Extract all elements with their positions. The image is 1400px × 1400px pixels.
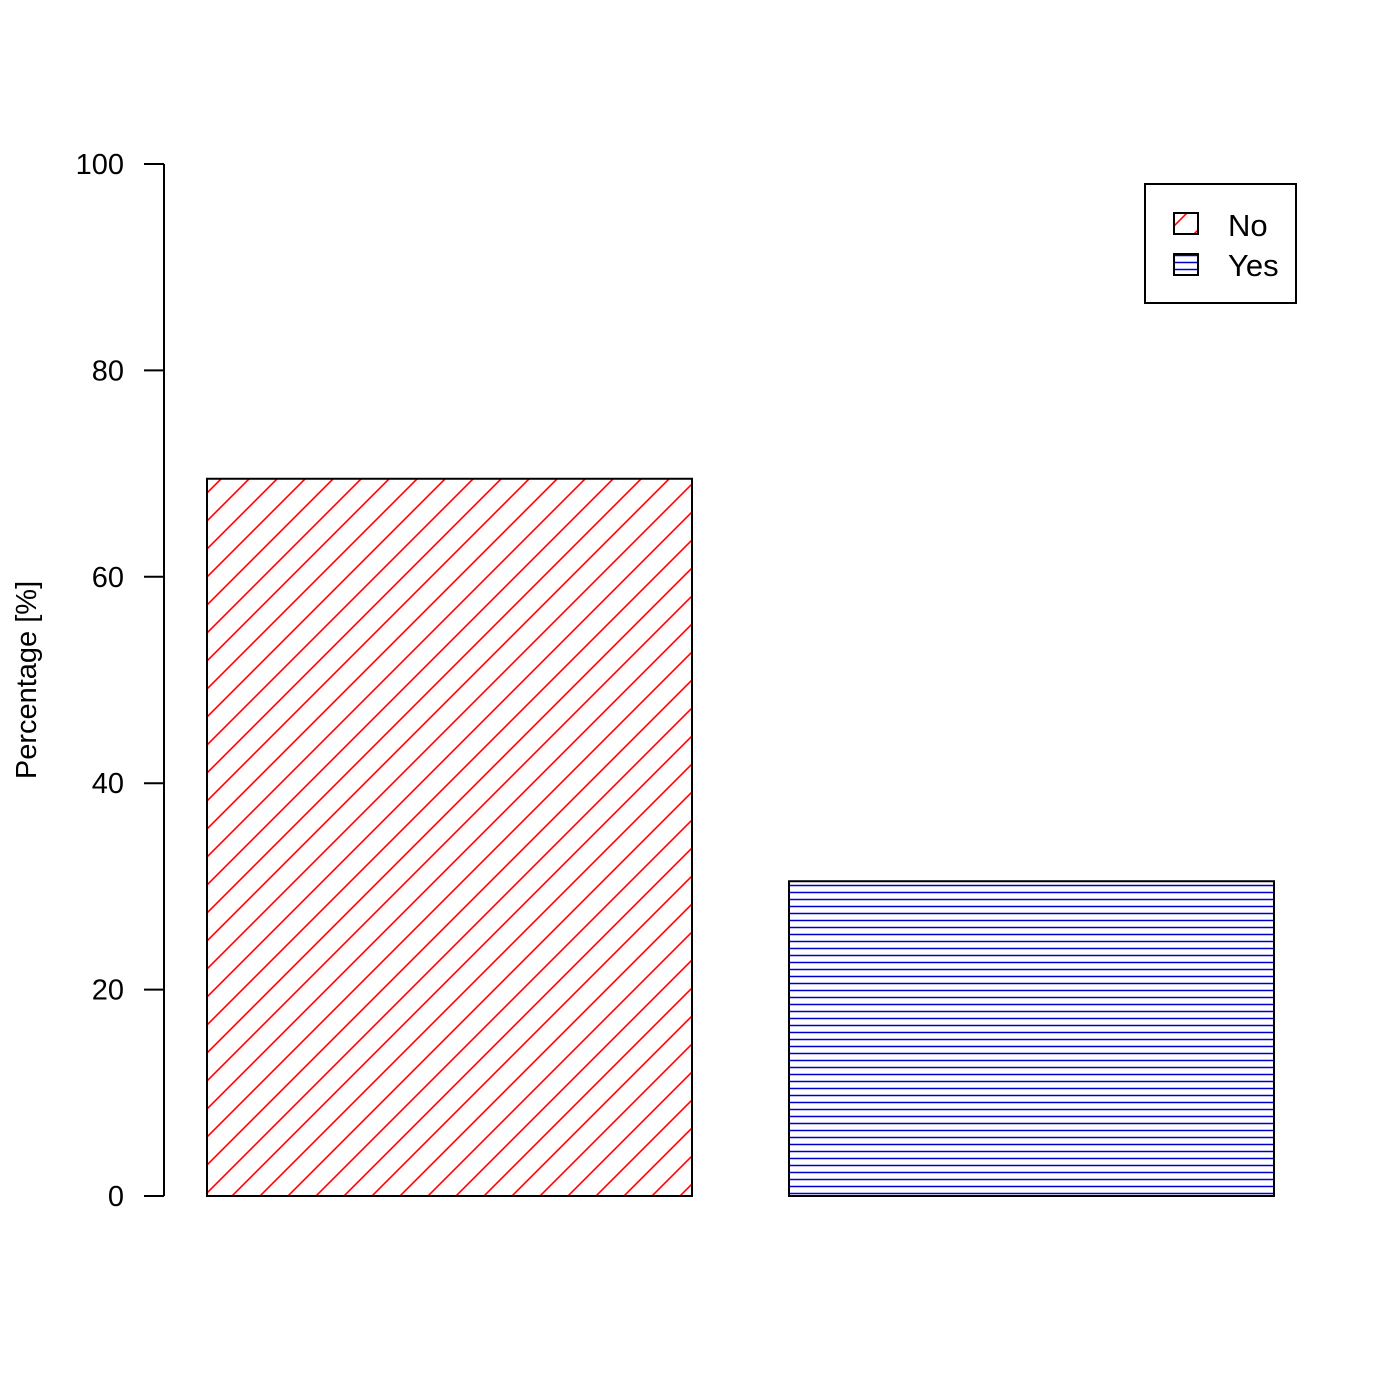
legend-box [1144, 183, 1297, 304]
y-axis: 0 20 40 60 80 100 [76, 149, 165, 1213]
y-tick-label: 100 [76, 149, 124, 181]
legend-swatch-no [1173, 212, 1199, 235]
y-tick-label: 40 [92, 768, 124, 800]
bar-yes [788, 880, 1275, 1197]
y-tick-label: 80 [92, 355, 124, 387]
bars [206, 477, 1275, 1197]
legend-label-no: No [1228, 208, 1268, 243]
y-tick-label: 60 [92, 562, 124, 594]
y-tick-label: 0 [108, 1181, 124, 1213]
y-tick-label: 20 [92, 975, 124, 1007]
bar-no [206, 477, 693, 1197]
legend-swatch-yes [1173, 253, 1199, 276]
y-axis-title: Percentage [%] [11, 581, 43, 779]
legend: No Yes [1144, 183, 1297, 304]
legend-label-yes: Yes [1228, 248, 1279, 283]
